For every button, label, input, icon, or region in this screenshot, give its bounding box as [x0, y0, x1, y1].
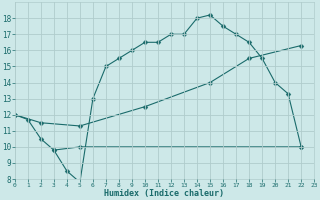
X-axis label: Humidex (Indice chaleur): Humidex (Indice chaleur)	[105, 189, 225, 198]
